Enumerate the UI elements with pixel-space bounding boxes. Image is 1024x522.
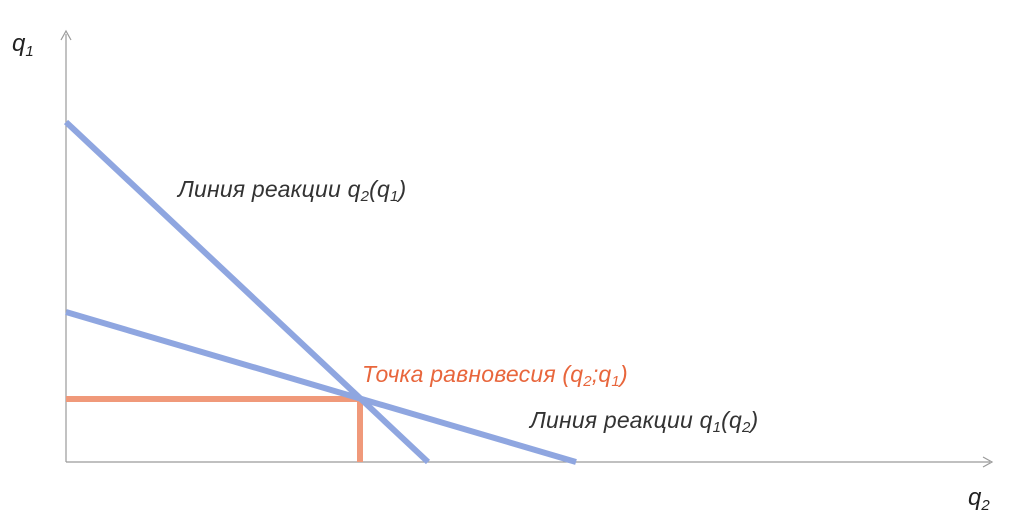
reaction-line-q2-label: Линия реакции q2(q1) <box>178 176 407 205</box>
reaction-q2-sub2: 1 <box>389 188 399 205</box>
reaction-q2-suffix: ) <box>398 176 407 202</box>
equilibrium-label: Точка равновесия (q2;q1) <box>362 361 628 390</box>
reaction-q2-sub1: 2 <box>360 188 370 205</box>
y-axis-label: q1 <box>12 30 34 60</box>
reaction-line-q1-of-q2 <box>65 309 577 465</box>
x-axis-label-sub: 2 <box>981 497 990 514</box>
equilibrium-sub2: 1 <box>611 373 620 390</box>
x-axis-label: q2 <box>968 484 990 514</box>
equilibrium-suffix: ) <box>619 361 628 387</box>
x-axis-arrow <box>982 456 994 468</box>
reaction-q1-sub1: 1 <box>712 419 722 436</box>
y-axis-label-sub: 1 <box>25 43 34 60</box>
x-axis-label-main: q <box>968 484 982 511</box>
equilibrium-prefix: Точка равновесия (q <box>362 361 584 387</box>
equilibrium-sub1: 2 <box>583 373 592 390</box>
reaction-line-q2-of-q1 <box>63 119 431 465</box>
y-axis-label-main: q <box>12 30 26 57</box>
reaction-q2-mid: (q <box>369 176 390 202</box>
reaction-q1-prefix: Линия реакции q <box>530 407 713 433</box>
reaction-q1-suffix: ) <box>750 407 759 433</box>
equilibrium-mid: ;q <box>591 361 612 387</box>
reaction-q1-mid: (q <box>721 407 742 433</box>
reaction-q2-prefix: Линия реакции q <box>178 176 361 202</box>
y-axis-arrow <box>60 29 72 41</box>
reaction-q1-sub2: 2 <box>741 419 751 436</box>
reaction-line-q1-label: Линия реакции q1(q2) <box>530 407 759 436</box>
